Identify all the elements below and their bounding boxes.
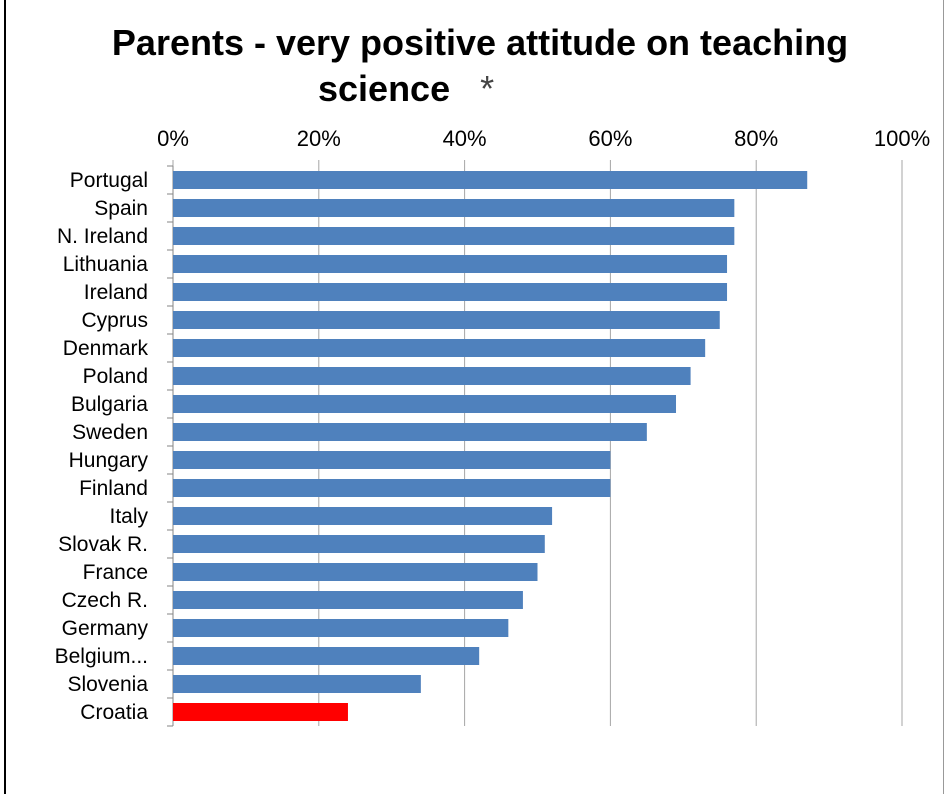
category-label: Ireland xyxy=(84,281,148,304)
category-label: Finland xyxy=(79,477,148,500)
category-label: France xyxy=(83,561,148,584)
category-label: Bulgaria xyxy=(71,393,148,416)
bar-finland xyxy=(173,479,611,497)
bar-spain xyxy=(173,199,735,217)
bar-hungary xyxy=(173,451,611,469)
category-label: Lithuania xyxy=(63,253,149,276)
chart-title-line1: Parents - very positive attitude on teac… xyxy=(111,22,849,63)
category-label: Spain xyxy=(94,197,148,220)
category-label: Germany xyxy=(62,617,149,640)
bar-cyprus xyxy=(173,311,720,329)
x-tick-label: 100% xyxy=(874,126,930,151)
category-label: Portugal xyxy=(70,169,148,192)
category-label: Slovak R. xyxy=(58,533,148,556)
bar-slovenia xyxy=(173,675,421,693)
x-tick-label: 40% xyxy=(443,126,487,151)
bar-bulgaria xyxy=(173,395,677,413)
x-tick-label: 0% xyxy=(157,126,189,151)
category-label: Poland xyxy=(83,365,148,388)
category-label: N. Ireland xyxy=(57,225,148,248)
bar-sweden xyxy=(173,423,647,441)
bar-denmark xyxy=(173,339,706,357)
x-tick-label: 80% xyxy=(734,126,778,151)
bar-poland xyxy=(173,367,691,385)
category-label: Belgium... xyxy=(55,645,148,668)
bar-czech-r xyxy=(173,591,523,609)
bar-ireland xyxy=(173,283,728,301)
x-tick-label: 60% xyxy=(588,126,632,151)
category-label: Italy xyxy=(109,505,148,528)
category-label: Czech R. xyxy=(62,589,148,612)
bar-slovak-r xyxy=(173,535,545,553)
category-label: Cyprus xyxy=(81,309,148,332)
bar-france xyxy=(173,563,538,581)
category-label: Hungary xyxy=(69,449,149,472)
bar-portugal xyxy=(173,171,808,189)
frame-right-border xyxy=(943,0,944,794)
bar-lithuania xyxy=(173,255,728,273)
bar-germany xyxy=(173,619,509,637)
bar-croatia xyxy=(173,703,348,721)
bar-belgium xyxy=(173,647,480,665)
bar-italy xyxy=(173,507,553,525)
chart-title-line2-text: science xyxy=(318,68,451,109)
bar-n-ireland xyxy=(173,227,735,245)
category-label: Sweden xyxy=(72,421,148,444)
chart-title-line2: science * xyxy=(318,68,494,110)
category-label: Slovenia xyxy=(67,673,148,696)
chart-title-mark: * xyxy=(480,68,495,109)
category-label: Croatia xyxy=(80,701,148,724)
x-tick-label: 20% xyxy=(297,126,341,151)
category-label: Denmark xyxy=(63,337,149,360)
frame-left-border xyxy=(4,0,6,794)
